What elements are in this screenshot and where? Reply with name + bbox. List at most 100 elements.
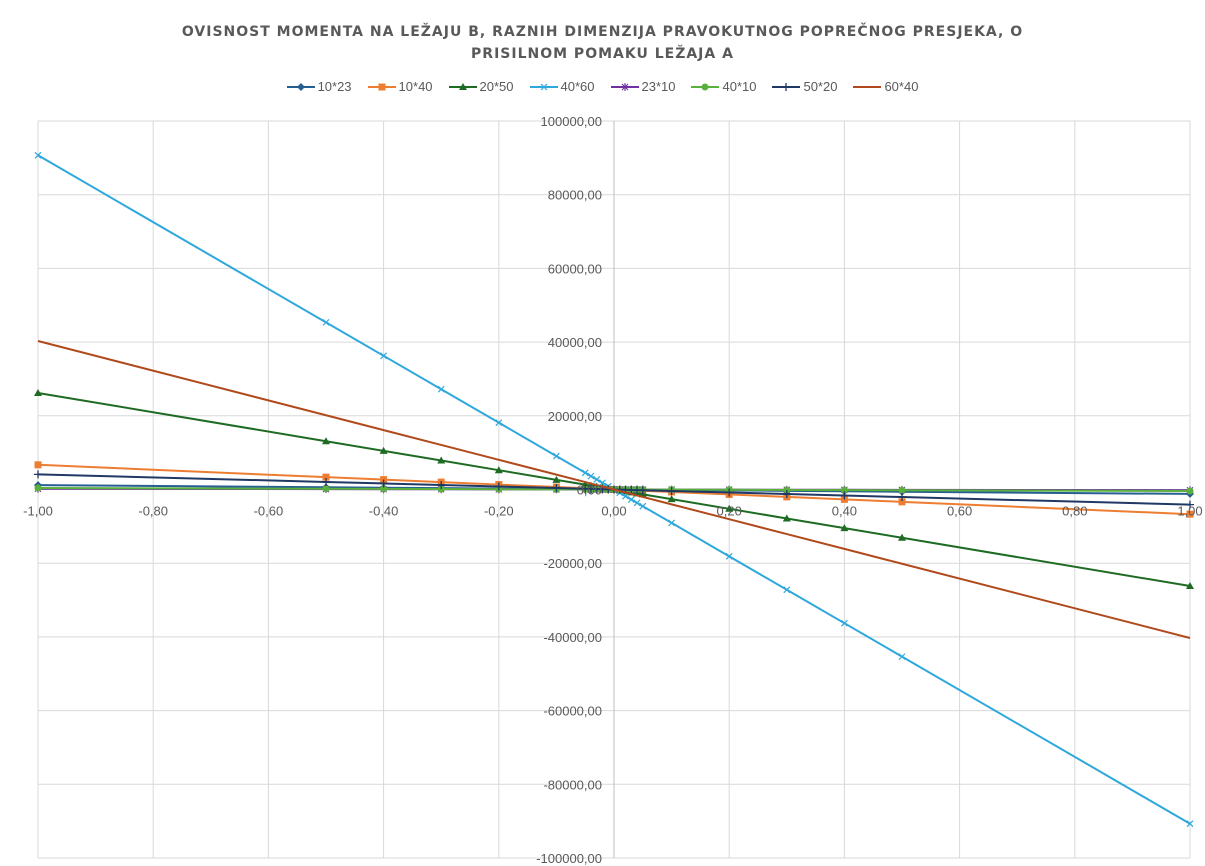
legend-label: 10*40 — [398, 79, 433, 94]
data-point — [638, 486, 647, 495]
data-point — [840, 524, 849, 532]
data-point — [458, 82, 467, 90]
data-point — [494, 482, 503, 491]
x-tick-label: -1,00 — [23, 504, 53, 519]
data-point — [782, 82, 791, 91]
legend-item: 10*23 — [286, 79, 352, 94]
data-point — [34, 151, 42, 159]
data-point — [633, 499, 641, 507]
x-tick-label: -0,60 — [254, 504, 284, 519]
data-point — [668, 519, 676, 527]
data-point — [494, 466, 503, 474]
data-point — [725, 504, 734, 512]
data-point — [378, 83, 386, 90]
label-layer: -1,00 -0,80 -0,60 -0,40 -0,20 0,00 0,20 0,40 0,6… — [23, 114, 1202, 866]
data-point — [725, 552, 733, 560]
x-tick-label: 0,80 — [1062, 504, 1087, 519]
data-point — [322, 473, 330, 481]
x-tick-label: 1,00 — [1177, 504, 1202, 519]
data-point — [622, 492, 629, 500]
data-point — [581, 480, 590, 488]
data-point — [34, 470, 42, 479]
data-point — [621, 82, 628, 91]
chart-title-line-2: PRISILNOM POMAKU LEŽAJA A — [471, 46, 734, 62]
data-point — [1186, 500, 1194, 509]
data-point — [322, 485, 330, 493]
data-point — [701, 83, 709, 90]
data-point — [783, 486, 791, 494]
x-tick-label: 0,20 — [717, 504, 742, 519]
data-point — [840, 491, 849, 500]
data-point — [898, 533, 906, 541]
y-tick-label: 20000,00 — [548, 409, 602, 424]
y-tick-label: 60000,00 — [548, 261, 602, 276]
legend-item: 60*40 — [853, 79, 918, 94]
series-layer — [34, 151, 1194, 828]
legend-swatch — [691, 83, 720, 90]
data-point — [495, 419, 503, 427]
y-tick-label: -100000,00 — [536, 851, 602, 866]
series-line — [37, 340, 1191, 639]
legend-item: 10*40 — [367, 79, 433, 94]
legend-item: 20*50 — [448, 79, 514, 94]
legend-label: 20*50 — [479, 79, 514, 94]
data-point — [437, 485, 445, 493]
y-tick-label: 100000,00 — [541, 114, 602, 129]
legend-label: 23*10 — [641, 79, 676, 94]
data-point — [437, 456, 446, 464]
y-tick-label: -60000,00 — [543, 704, 602, 719]
legend-swatch — [772, 82, 801, 91]
legend-item: 50*20 — [772, 79, 837, 94]
data-point — [898, 653, 906, 661]
data-point — [667, 487, 676, 496]
data-point — [437, 385, 445, 393]
data-point — [587, 472, 595, 480]
x-tick-label: -0,40 — [369, 504, 399, 519]
legend-swatch — [610, 82, 639, 91]
series-60x40 — [37, 340, 1191, 639]
data-point — [627, 496, 635, 503]
data-point — [725, 488, 734, 497]
data-point — [34, 484, 42, 492]
data-point — [437, 480, 446, 489]
data-point — [782, 490, 791, 499]
data-point — [1186, 487, 1194, 495]
data-point — [1186, 820, 1194, 828]
data-point — [782, 514, 791, 522]
data-point — [599, 479, 606, 487]
data-point — [296, 82, 305, 91]
chart-title: OVISNOST MOMENTA NA LEŽAJU B, RAZNIH DIM… — [0, 21, 1205, 65]
legend-label: 60*40 — [884, 79, 919, 94]
data-point — [322, 437, 330, 445]
data-point — [581, 469, 589, 477]
data-point — [552, 475, 561, 483]
data-point — [552, 452, 560, 460]
data-point — [379, 446, 388, 454]
legend-item: 23*10 — [610, 79, 676, 94]
y-tick-label: 40000,00 — [548, 335, 602, 350]
legend-swatch — [286, 82, 315, 91]
data-point — [639, 502, 647, 510]
data-point — [380, 352, 388, 360]
y-tick-label: 0,00 — [577, 483, 602, 498]
legend: 10*23 10*40 20*50 40*60 23*10 40*10 50*20 60*40 — [0, 79, 1205, 94]
legend-swatch — [853, 85, 882, 88]
data-point — [379, 479, 388, 488]
x-tick-label: -0,20 — [484, 504, 514, 519]
data-point — [380, 485, 388, 493]
x-tick-label: 0,40 — [832, 504, 857, 519]
x-tick-label: -0,80 — [138, 504, 168, 519]
y-tick-label: -20000,00 — [543, 556, 602, 571]
data-point — [540, 83, 547, 90]
data-point — [552, 483, 561, 492]
x-tick-label: 0,60 — [947, 504, 972, 519]
data-point — [593, 476, 601, 483]
data-point — [667, 495, 676, 503]
legend-swatch — [448, 82, 477, 90]
data-point — [34, 461, 42, 469]
data-point — [898, 493, 906, 502]
legend-swatch — [529, 83, 558, 90]
chart-title-line-1: OVISNOST MOMENTA NA LEŽAJU B, RAZNIH DIM… — [181, 24, 1024, 40]
data-point — [783, 586, 791, 594]
